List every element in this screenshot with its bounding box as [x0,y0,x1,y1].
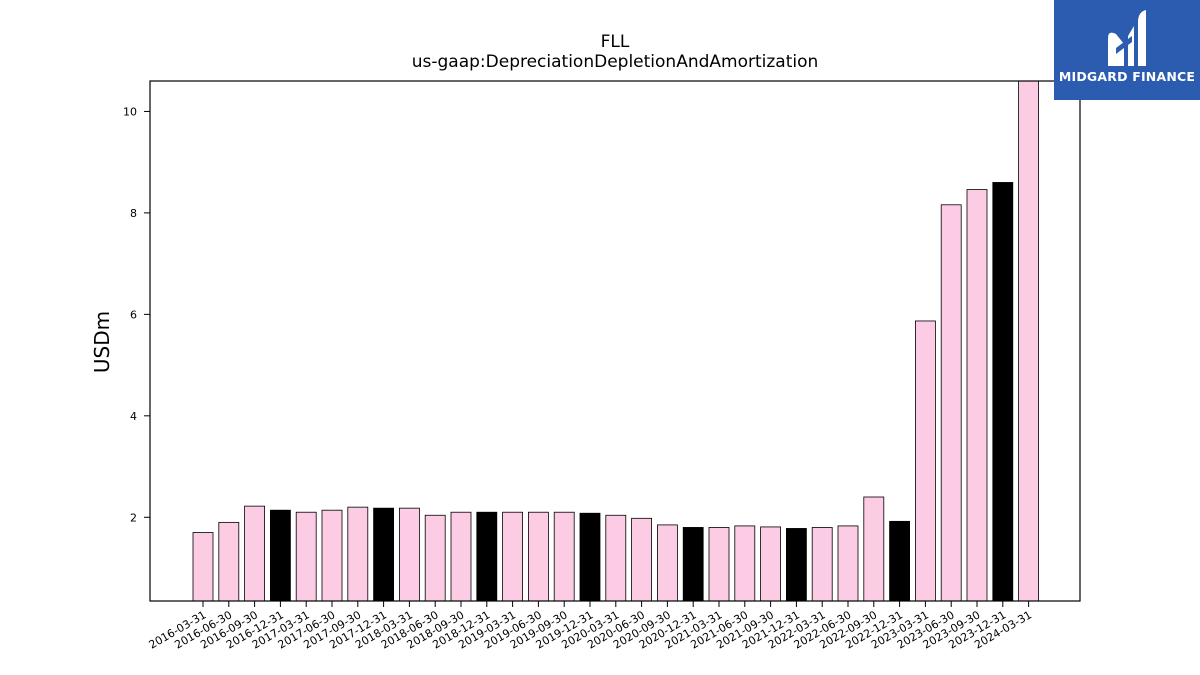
bar-2016-03-31 [192,532,214,602]
bar-2022-09-30 [863,496,885,602]
bar-2016-12-31 [269,509,291,602]
y-axis-label: USDm [90,311,114,373]
bar-2021-09-30 [760,526,781,602]
bar-2023-12-31 [992,182,1014,602]
bar-2020-03-31 [605,514,627,602]
x-axis: 2016-03-312016-06-302016-09-302016-12-31… [147,601,1034,652]
bar-2019-03-31 [502,511,524,602]
bar-2021-12-31 [786,528,807,602]
bar-2023-06-30 [940,204,962,602]
bar-2018-09-30 [450,511,472,602]
bar-2018-03-31 [398,507,420,602]
bar-2019-12-31 [579,512,601,602]
bar-2022-06-30 [837,525,859,602]
bar-2021-03-31 [708,527,730,602]
bar-2017-09-30 [347,506,369,602]
bar-2023-09-30 [966,189,988,602]
bar-2018-06-30 [424,514,446,602]
bar-2020-06-30 [631,517,652,602]
bar-2017-12-31 [373,507,395,602]
bar-2024-03-31 [1018,80,1039,602]
chart-subtitle: us-gaap:DepreciationDepletionAndAmortiza… [411,52,819,72]
bars-group [192,80,1039,602]
bar-2022-12-31 [889,520,910,602]
midgard-logo-icon [1108,10,1146,66]
bar-2023-03-31 [915,320,936,602]
y-axis: 2 4 6 8 10 [123,105,150,524]
bar-2016-09-30 [244,505,266,602]
y-tick-label: 2 [130,511,137,524]
bar-2022-03-31 [811,527,833,602]
y-tick-label: 10 [123,105,137,118]
bar-2017-06-30 [321,509,343,602]
logo-text: MIDGARD FINANCE [1058,69,1196,84]
bar-2020-09-30 [657,524,678,602]
bar-2019-09-30 [553,511,575,602]
y-tick-label: 8 [130,207,137,220]
bar-2017-03-31 [295,511,317,602]
y-tick-label: 4 [130,410,137,423]
bar-2018-12-31 [476,511,498,602]
bar-2019-06-30 [528,511,549,602]
brand-logo: MIDGARD FINANCE [1054,0,1200,100]
bar-2016-06-30 [218,521,240,602]
bar-2021-06-30 [734,525,756,602]
y-tick-label: 6 [130,308,137,321]
chart-title: FLL [600,32,630,52]
bar-2020-12-31 [682,527,704,602]
plot-frame [149,80,1081,602]
